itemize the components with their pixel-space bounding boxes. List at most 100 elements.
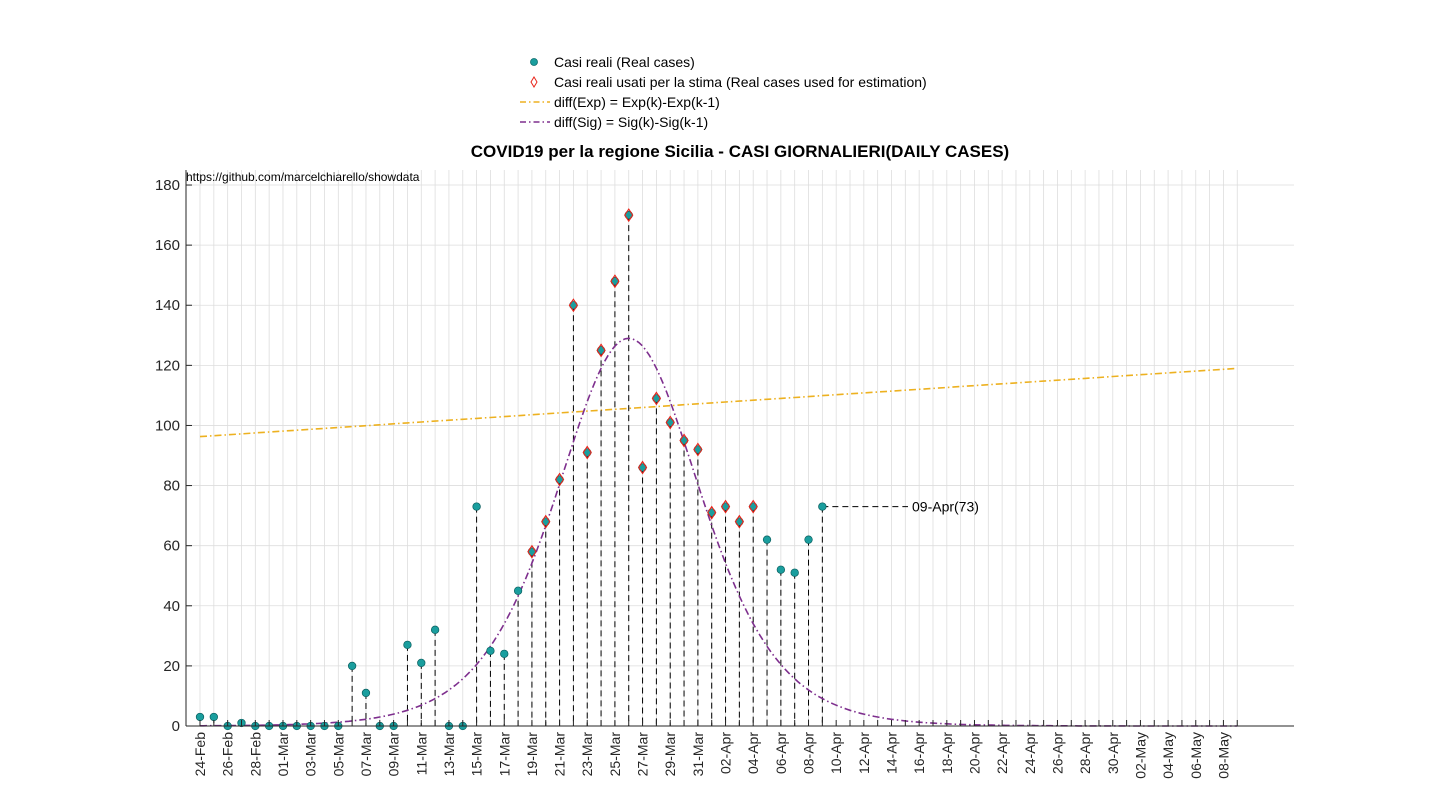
diamond-marker-icon bbox=[512, 72, 552, 92]
x-tick-label: 08-May bbox=[1215, 732, 1231, 779]
real-case-point bbox=[403, 640, 412, 650]
estimation-point bbox=[720, 499, 731, 514]
real-case-point bbox=[790, 568, 799, 577]
x-tick-label: 09-Mar bbox=[386, 732, 402, 777]
x-tick-label: 31-Mar bbox=[690, 732, 706, 777]
y-axis-ticks: 0 20 40 60 80 100 120 140 160 180 bbox=[155, 177, 192, 735]
x-tick-label: 15-Mar bbox=[469, 732, 485, 777]
source-link-text: https://github.com/marcelchiarello/showd… bbox=[186, 170, 420, 184]
legend-item-diff-sig: diff(Sig) = Sig(k)-Sig(k-1) bbox=[512, 112, 708, 132]
estimation-point bbox=[707, 505, 717, 520]
x-tick-label: 07-Mar bbox=[358, 732, 374, 777]
x-tick-label: 18-Apr bbox=[939, 732, 955, 774]
estimation-point bbox=[624, 208, 634, 223]
estimation-point bbox=[568, 298, 579, 313]
y-tick-label: 40 bbox=[163, 598, 180, 615]
x-axis-ticks: 24-Feb 26-Feb 28-Feb 01-Mar 03-Mar 05-Mar 07-M… bbox=[192, 720, 1238, 779]
estimation-point bbox=[679, 433, 689, 448]
real-case-point bbox=[417, 658, 426, 668]
x-tick-label: 27-Mar bbox=[635, 732, 651, 777]
x-tick-label: 28-Feb bbox=[247, 732, 263, 777]
estimation-point bbox=[734, 514, 745, 529]
real-case-point bbox=[762, 535, 772, 544]
legend-item-real-cases: Casi reali (Real cases) bbox=[512, 52, 695, 72]
y-tick-label: 180 bbox=[155, 177, 180, 194]
stem-lines bbox=[199, 215, 823, 726]
x-tick-label: 20-Apr bbox=[966, 732, 982, 774]
estimation-point bbox=[582, 445, 592, 460]
estimation-point bbox=[748, 499, 758, 514]
y-tick-label: 140 bbox=[155, 297, 180, 314]
legend-item-estimation-cases: Casi reali usati per la stima (Real case… bbox=[512, 72, 927, 92]
real-case-point bbox=[347, 661, 357, 671]
legend: Casi reali (Real cases) Casi reali usati… bbox=[512, 52, 968, 132]
x-tick-label: 01-Mar bbox=[275, 732, 291, 777]
estimation-point bbox=[610, 274, 620, 289]
legend-label: Casi reali usati per la stima (Real case… bbox=[554, 74, 927, 90]
real-case-point bbox=[513, 586, 523, 595]
x-tick-label: 28-Apr bbox=[1077, 732, 1093, 774]
real-case-point bbox=[472, 502, 481, 511]
y-tick-label: 80 bbox=[163, 478, 180, 495]
y-tick-label: 20 bbox=[163, 658, 180, 675]
x-tick-label: 17-Mar bbox=[496, 732, 512, 777]
estimation-point bbox=[596, 343, 606, 358]
estimation-point bbox=[665, 415, 675, 430]
x-tick-label: 23-Mar bbox=[579, 732, 595, 777]
y-tick-label: 60 bbox=[163, 538, 180, 555]
real-case-point bbox=[804, 535, 813, 544]
x-tick-label: 02-May bbox=[1132, 732, 1148, 779]
x-tick-label: 05-Mar bbox=[330, 732, 346, 777]
x-tick-label: 10-Apr bbox=[828, 732, 844, 774]
chart-title: COVID19 per la regione Sicilia - CASI GI… bbox=[470, 142, 1010, 161]
x-tick-label: 25-Mar bbox=[607, 732, 623, 777]
x-tick-label: 26-Apr bbox=[1049, 732, 1065, 774]
x-tick-label: 22-Apr bbox=[994, 732, 1010, 774]
x-tick-label: 21-Mar bbox=[552, 732, 568, 777]
estimation-point bbox=[554, 472, 565, 487]
legend-label: Casi reali (Real cases) bbox=[554, 54, 695, 70]
x-tick-label: 19-Mar bbox=[524, 732, 540, 777]
y-tick-label: 160 bbox=[155, 237, 180, 254]
x-tick-label: 06-Apr bbox=[773, 732, 789, 774]
annotation-label: 09-Apr(73) bbox=[912, 499, 979, 515]
real-case-point bbox=[209, 712, 218, 722]
real-case-point bbox=[195, 712, 205, 722]
x-tick-label: 26-Feb bbox=[220, 732, 236, 777]
x-tick-label: 30-Apr bbox=[1105, 732, 1121, 774]
data-markers bbox=[195, 208, 827, 731]
legend-item-diff-exp: diff(Exp) = Exp(k)-Exp(k-1) bbox=[512, 92, 720, 112]
x-tick-label: 03-Mar bbox=[303, 732, 319, 777]
x-tick-label: 16-Apr bbox=[911, 732, 927, 774]
dashdot-line-icon bbox=[512, 92, 552, 112]
legend-label: diff(Exp) = Exp(k)-Exp(k-1) bbox=[554, 94, 720, 110]
real-case-point bbox=[818, 502, 827, 511]
x-tick-label: 02-Apr bbox=[718, 732, 734, 774]
x-tick-label: 04-Apr bbox=[745, 732, 761, 774]
x-tick-label: 11-Mar bbox=[413, 732, 429, 776]
annotation-layer: 09-Apr(73) bbox=[822, 499, 979, 515]
x-tick-label: 24-Feb bbox=[192, 732, 208, 777]
grid-lines bbox=[186, 170, 1294, 727]
exp-series-line bbox=[199, 367, 1238, 438]
real-case-point bbox=[361, 688, 371, 698]
y-tick-label: 120 bbox=[155, 357, 180, 374]
x-tick-label: 06-May bbox=[1188, 732, 1204, 779]
dashdot-line-icon bbox=[512, 112, 552, 132]
axes bbox=[185, 170, 1294, 727]
estimation-point bbox=[651, 391, 662, 406]
x-tick-label: 14-Apr bbox=[884, 732, 900, 774]
x-tick-label: 04-May bbox=[1160, 732, 1176, 779]
x-tick-label: 13-Mar bbox=[441, 732, 457, 777]
real-case-point bbox=[776, 565, 786, 574]
exp-curve-layer bbox=[199, 367, 1238, 438]
y-tick-label: 100 bbox=[155, 417, 180, 434]
estimation-point bbox=[693, 442, 703, 457]
x-tick-label: 08-Apr bbox=[801, 732, 817, 774]
estimation-point bbox=[637, 460, 648, 475]
x-tick-label: 12-Apr bbox=[856, 732, 872, 774]
x-tick-label: 29-Mar bbox=[662, 732, 678, 777]
estimation-point bbox=[527, 544, 537, 559]
circle-marker-icon bbox=[512, 52, 552, 72]
